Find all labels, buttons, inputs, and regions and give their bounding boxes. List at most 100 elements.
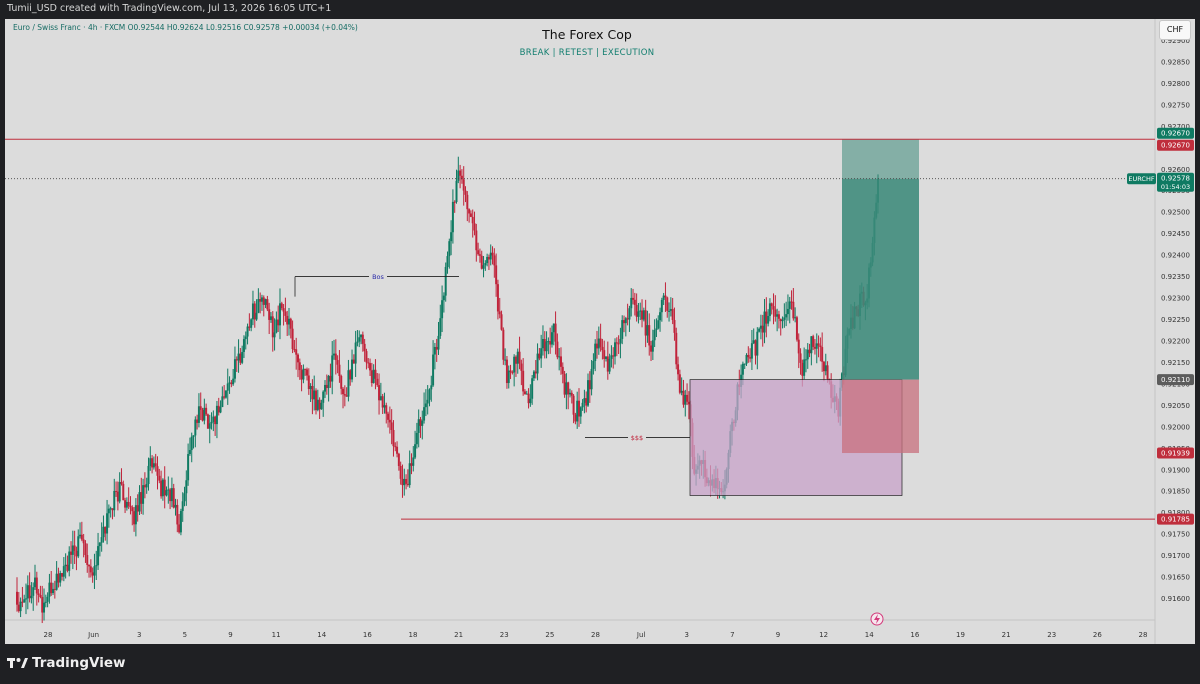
candle-body [804, 359, 807, 361]
candle-body [655, 328, 658, 330]
candle-body [378, 385, 381, 401]
candle-body [181, 501, 184, 512]
candle-body [237, 353, 240, 361]
candle-body [214, 416, 217, 425]
candle-body [749, 357, 752, 359]
candle-body [790, 301, 793, 303]
price-axis [1155, 19, 1195, 644]
candle-body [95, 565, 98, 567]
candle-body [50, 582, 53, 594]
candle-body [549, 341, 552, 345]
time-tick-label: 28 [44, 631, 53, 639]
candle-body [601, 346, 604, 351]
candle-body [482, 265, 485, 269]
candle-body [657, 320, 660, 329]
currency-button[interactable]: CHF [1159, 20, 1191, 40]
candle-body [41, 596, 44, 613]
candle-body [16, 591, 18, 605]
time-tick-label: 25 [545, 631, 554, 639]
candle-body [372, 369, 375, 384]
candle-body [588, 380, 591, 390]
candle-body [116, 491, 119, 502]
candle-body [779, 318, 782, 322]
candle-body [97, 546, 100, 566]
candle-body [142, 485, 145, 504]
candle-body [606, 356, 609, 372]
candle-body [677, 364, 680, 375]
candle-body [538, 353, 541, 359]
candle-body [161, 479, 164, 497]
candle-body [320, 402, 323, 410]
candle-body [280, 303, 283, 309]
candle-body [797, 339, 800, 354]
candlestick-chart[interactable]: 0.929000.928500.928000.927500.927000.926… [5, 19, 1195, 644]
candle-body [471, 216, 474, 224]
candle-body [405, 478, 408, 484]
chart-pane[interactable]: 0.92900 0.92850 0.92800 0.92750 0.92700 0.926… [5, 19, 1195, 644]
candle-body [313, 390, 316, 400]
candle-body [311, 385, 314, 400]
candle-body [286, 315, 289, 325]
lightning-icon [870, 612, 884, 626]
candle-body [174, 504, 177, 508]
candle-body [34, 577, 37, 588]
candle-body [152, 463, 155, 468]
candle-body [151, 458, 154, 468]
candle-body [219, 407, 222, 413]
price-tick-label: 0.91750 [1161, 531, 1190, 539]
price-tick-label: 0.92600 [1161, 166, 1190, 174]
candle-body [158, 475, 161, 481]
candle-body [563, 373, 566, 395]
candle-body [808, 349, 811, 354]
current-price-text: 0.92578 [1161, 175, 1190, 183]
candle-body [592, 360, 595, 369]
candle-body [489, 252, 492, 260]
candle-body [491, 252, 494, 256]
candle-body [621, 320, 624, 339]
candle-body [410, 463, 413, 466]
candle-body [217, 405, 220, 413]
candle-body [289, 318, 292, 329]
candle-body [215, 405, 218, 425]
candle-body [244, 336, 247, 340]
candle-body [821, 347, 824, 362]
time-tick-label: 16 [363, 631, 372, 639]
candle-body [570, 392, 573, 396]
candle-body [417, 419, 420, 433]
candle-body [80, 534, 83, 540]
candle-body [170, 488, 173, 502]
time-tick-label: 28 [1139, 631, 1148, 639]
candle-body [608, 358, 611, 372]
candle-body [73, 545, 76, 551]
candle-body [268, 309, 271, 320]
symbol-tag [1127, 173, 1156, 185]
candle-body [819, 345, 822, 348]
candle-body [504, 359, 507, 361]
candle-body [57, 573, 60, 583]
candle-body [664, 295, 667, 298]
candle-body [197, 406, 200, 423]
candle-body [498, 311, 501, 315]
candle-body [662, 295, 665, 300]
candle-body [495, 265, 498, 285]
candle-body [361, 334, 364, 344]
candle-body [480, 255, 483, 269]
candle-body [253, 303, 256, 320]
candle-body [120, 482, 123, 484]
candle-body [307, 375, 310, 390]
candle-body [343, 394, 346, 396]
time-tick-label: 9 [228, 631, 232, 639]
candle-body [221, 396, 224, 408]
candle-body [815, 343, 818, 349]
candle-body [514, 356, 517, 364]
candle-body [761, 325, 764, 333]
candle-body [147, 465, 150, 485]
candle-body [824, 365, 827, 372]
candle-body [496, 284, 499, 312]
candle-body [26, 585, 29, 599]
time-tick-label: 11 [272, 631, 281, 639]
candle-body [550, 332, 553, 345]
candle-body [628, 308, 631, 320]
candle-body [77, 536, 80, 557]
candle-body [70, 551, 73, 555]
